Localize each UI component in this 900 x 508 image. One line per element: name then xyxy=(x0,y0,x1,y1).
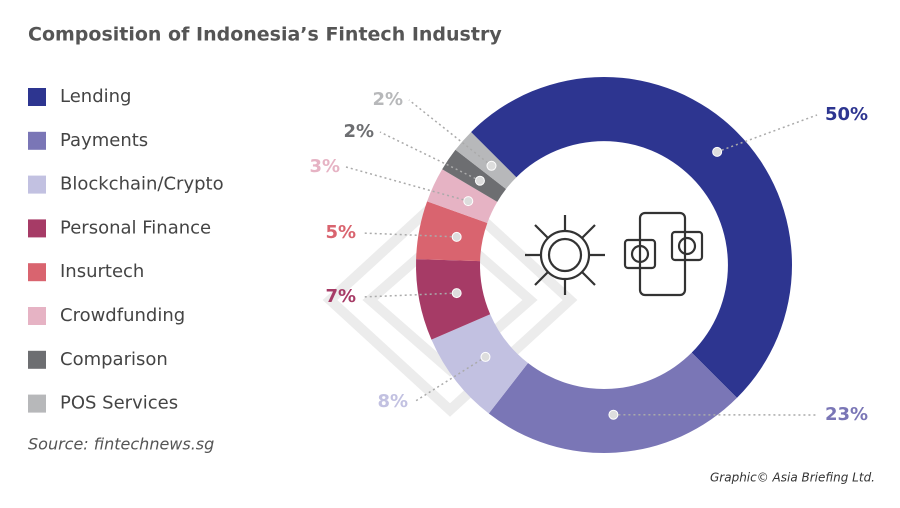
legend-swatch xyxy=(28,132,46,150)
value-label: 8% xyxy=(377,391,408,412)
value-label: 2% xyxy=(343,121,374,142)
value-label: 3% xyxy=(309,156,340,177)
legend-label: Lending xyxy=(60,86,131,107)
value-label: 50% xyxy=(825,104,868,125)
value-label: 2% xyxy=(372,89,403,110)
legend-swatch xyxy=(28,219,46,237)
leader-dot xyxy=(464,197,473,206)
legend-swatch xyxy=(28,351,46,369)
value-label: 23% xyxy=(825,404,868,425)
leader-dot xyxy=(452,289,461,298)
legend-label: POS Services xyxy=(60,393,178,414)
leader-dot xyxy=(452,232,461,241)
legend-label: Comparison xyxy=(60,349,168,370)
legend-label: Payments xyxy=(60,130,148,151)
legend-swatch xyxy=(28,307,46,325)
legend-swatch xyxy=(28,88,46,106)
leader-dot xyxy=(487,161,496,170)
legend-label: Blockchain/Crypto xyxy=(60,174,224,195)
legend-label: Personal Finance xyxy=(60,217,211,238)
value-label: 7% xyxy=(325,286,356,307)
legend-label: Crowdfunding xyxy=(60,305,185,326)
leader-dot xyxy=(481,352,490,361)
leader-dot xyxy=(713,147,722,156)
leader-dot xyxy=(609,410,618,419)
value-label: 5% xyxy=(325,222,356,243)
source: Source: fintechnews.sg xyxy=(28,435,214,454)
chart-title: Composition of Indonesia’s Fintech Indus… xyxy=(28,24,502,46)
legend-swatch xyxy=(28,395,46,413)
legend-swatch xyxy=(28,263,46,281)
legend-label: Insurtech xyxy=(60,261,144,282)
leader-dot xyxy=(475,176,484,185)
credit: Graphic© Asia Briefing Ltd. xyxy=(710,471,875,485)
legend-swatch xyxy=(28,176,46,194)
